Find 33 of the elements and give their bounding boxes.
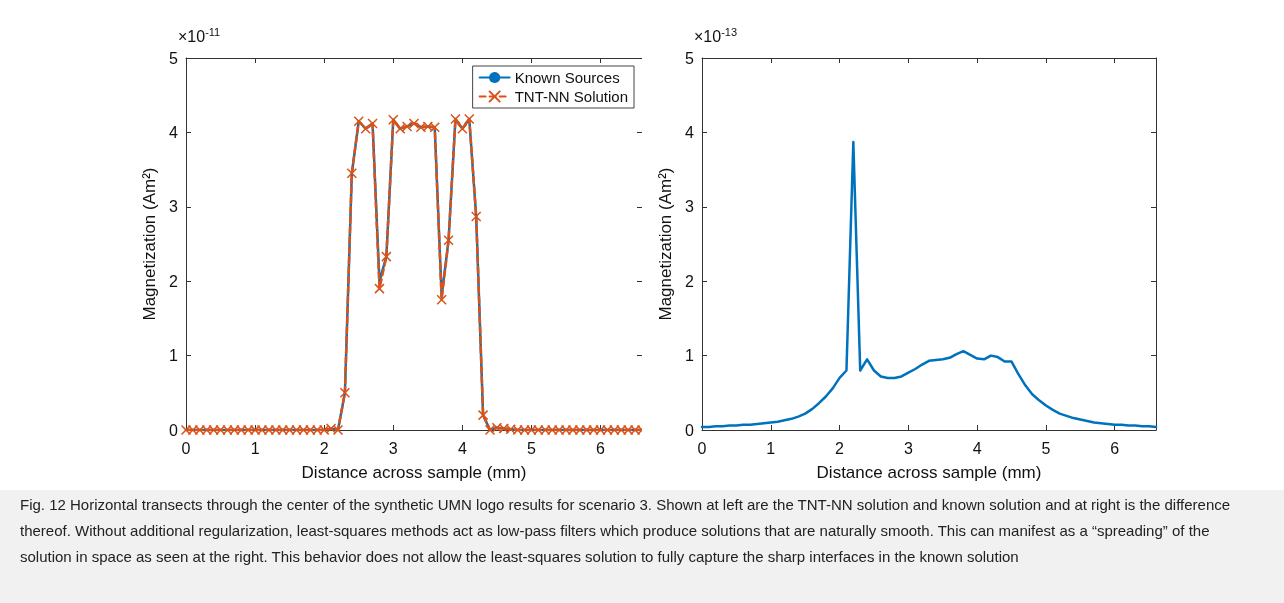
- x-tick-label: 5: [1041, 439, 1051, 457]
- x-tick-label: 2: [835, 439, 845, 457]
- y-tick-label: 5: [685, 49, 695, 67]
- y-axis-title: Magnetization (Am²): [656, 167, 675, 321]
- x-tick-label: 4: [972, 439, 982, 457]
- y-tick-label: 4: [169, 123, 179, 141]
- y-tick-label: 1: [169, 347, 179, 365]
- y-tick-label: 1: [685, 347, 695, 365]
- x-tick-label: 1: [766, 439, 776, 457]
- y-tick-label: 2: [169, 272, 179, 290]
- y-tick-label: 4: [685, 123, 695, 141]
- y-axis-title: Magnetization (Am²): [140, 167, 159, 321]
- x-tick-label: 2: [319, 439, 329, 457]
- y-tick-label: 3: [685, 198, 695, 216]
- legend-label: TNT-NN Solution: [514, 88, 629, 105]
- y-tick-label: 0: [685, 421, 695, 439]
- x-tick-label: 0: [181, 439, 191, 457]
- y-tick-label: 3: [169, 198, 179, 216]
- x-tick-label: 4: [457, 439, 467, 457]
- x-axis-title: Distance across sample (mm): [816, 463, 1042, 482]
- y-tick-label: 5: [169, 49, 179, 67]
- x-tick-label: 3: [903, 439, 913, 457]
- y-tick-label: 2: [685, 272, 695, 290]
- x-tick-label: 1: [250, 439, 260, 457]
- x-axis-title: Distance across sample (mm): [301, 463, 527, 482]
- x-tick-label: 5: [527, 439, 536, 457]
- x-tick-label: 6: [596, 439, 606, 457]
- x-tick-label: 6: [1110, 439, 1120, 457]
- x-tick-label: 3: [388, 439, 398, 457]
- y-tick-label: 0: [169, 421, 179, 439]
- x-tick-label: 0: [697, 439, 707, 457]
- caption: Fig. 12 Horizontal transects through the center of the synthetic UMN logo results for scenario 3. Shown at left are the TNT-NN solution and known solution and at right is the difference thereof. Without additional regularization, least-squares methods act as low-pass filters which produce solutions that are naturally smooth. This can manifest as a “spreading” of the solution in space as seen at the right. This behavior does not allow the least-squares solution to fully capture the sharp interfaces in the known solution: [20, 495, 1232, 567]
- legend-label: Known Sources: [514, 69, 620, 86]
